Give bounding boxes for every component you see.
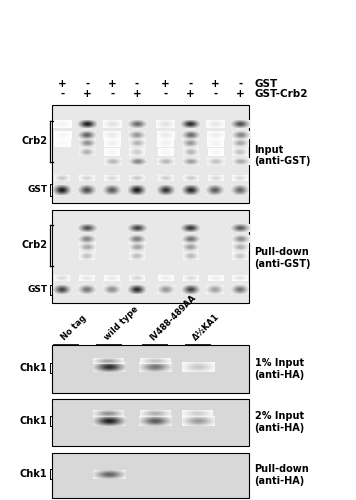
Text: -: - [238, 79, 242, 89]
Text: Chk1: Chk1 [20, 363, 47, 373]
Text: GST-Crb2: GST-Crb2 [255, 89, 308, 99]
Text: GST: GST [27, 285, 47, 294]
Text: +: + [108, 79, 116, 89]
Text: +: + [236, 89, 245, 99]
Text: Crb2: Crb2 [21, 136, 47, 146]
Text: Crb2: Crb2 [21, 240, 47, 250]
Text: GST: GST [255, 79, 278, 89]
Bar [52, 345, 249, 393]
Text: -: - [135, 79, 139, 89]
Text: -: - [85, 79, 89, 89]
Text: Pull-down
(anti-GST): Pull-down (anti-GST) [255, 248, 311, 269]
Bar [52, 210, 249, 302]
Text: -: - [60, 89, 64, 99]
Text: -: - [213, 89, 218, 99]
Text: +: + [186, 89, 195, 99]
Text: +: + [58, 79, 67, 89]
Text: +: + [133, 89, 141, 99]
Text: +: + [161, 79, 170, 89]
Text: No tag: No tag [59, 314, 88, 342]
Bar [52, 105, 249, 202]
Text: IV488-489AA: IV488-489AA [148, 293, 198, 343]
Text: 2% Input
(anti-HA): 2% Input (anti-HA) [255, 412, 305, 433]
Text: +: + [83, 89, 91, 99]
Text: -: - [188, 79, 193, 89]
Text: wild type: wild type [102, 305, 140, 343]
Text: Pull-down
(anti-HA): Pull-down (anti-HA) [255, 464, 309, 486]
Text: Input
(anti-GST): Input (anti-GST) [255, 145, 311, 167]
Text: GST: GST [27, 186, 47, 194]
Bar [52, 452, 249, 498]
Text: -: - [163, 89, 168, 99]
Text: Δ½KA1: Δ½KA1 [191, 312, 222, 342]
Bar [52, 398, 249, 446]
Text: +: + [211, 79, 220, 89]
Text: Chk1: Chk1 [20, 469, 47, 479]
Text: 1% Input
(anti-HA): 1% Input (anti-HA) [255, 358, 305, 380]
Text: -: - [110, 89, 114, 99]
Text: Chk1: Chk1 [20, 416, 47, 426]
